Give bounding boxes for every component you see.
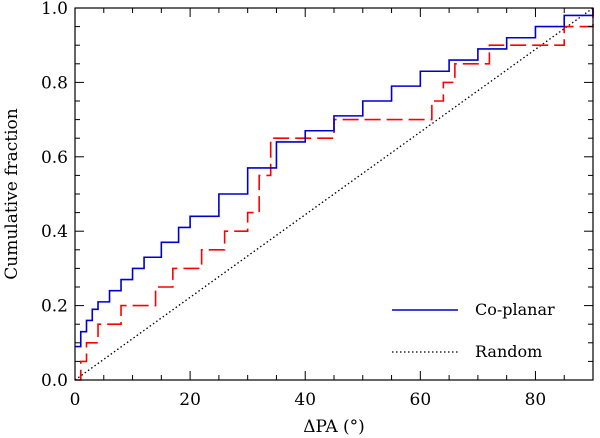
legend-label-random: Random bbox=[475, 342, 542, 361]
x-tick-label: 0 bbox=[70, 390, 81, 410]
x-axis-title: ΔPA (°) bbox=[303, 417, 365, 437]
legend: Co-planar Random bbox=[392, 300, 555, 361]
y-axis-title: Cumulative fraction bbox=[2, 108, 22, 280]
x-tick-label: 40 bbox=[294, 390, 316, 410]
series-layer bbox=[74, 7, 594, 381]
co-planar-series-line bbox=[75, 8, 594, 348]
x-tick-label: 80 bbox=[525, 390, 547, 410]
y-tick-label: 0.4 bbox=[41, 222, 68, 242]
legend-label-co-planar: Co-planar bbox=[475, 300, 555, 319]
y-tick-label: 0.8 bbox=[41, 73, 68, 93]
y-tick-label: 0.0 bbox=[41, 371, 68, 391]
random-series-line bbox=[74, 7, 594, 381]
y-tick-label: 0.2 bbox=[41, 297, 68, 317]
y-tick-label: 1.0 bbox=[41, 0, 68, 19]
plot-frame bbox=[74, 7, 594, 381]
x-tick-label: 60 bbox=[410, 390, 432, 410]
observed-series-line bbox=[75, 8, 594, 381]
y-tick-label: 0.6 bbox=[41, 148, 68, 168]
ticks-layer bbox=[74, 7, 594, 381]
labels-layer: 0 20 40 60 80 0.0 0.2 0.4 0.6 0.8 1.0 bbox=[41, 0, 546, 410]
x-tick-label: 20 bbox=[179, 390, 201, 410]
